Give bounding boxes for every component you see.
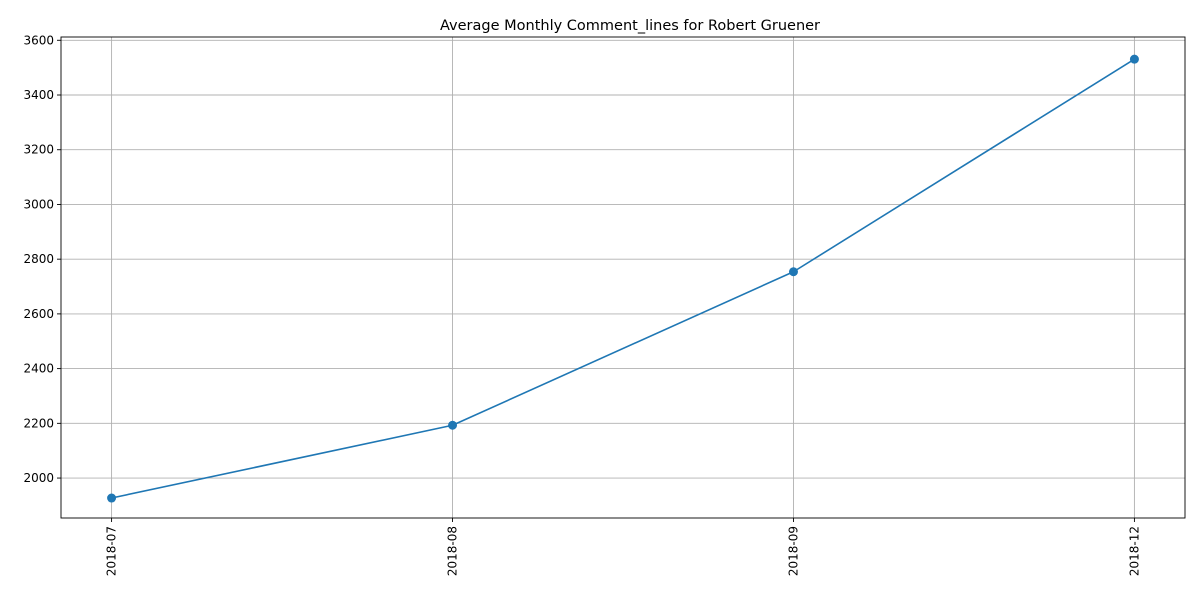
y-tick-label: 3000 [23, 197, 54, 211]
y-tick-label: 3200 [23, 143, 54, 157]
x-tick-label: 2018-08 [446, 526, 460, 576]
x-tick-label: 2018-09 [786, 526, 800, 576]
data-series [107, 54, 1139, 503]
y-tick-label: 2800 [23, 252, 54, 266]
y-tick-label: 2200 [23, 416, 54, 430]
data-point-marker [1129, 54, 1139, 64]
y-tick-label: 2600 [23, 307, 54, 321]
chart-title: Average Monthly Comment_lines for Robert… [440, 18, 820, 34]
x-tick-label: 2018-12 [1127, 526, 1141, 576]
x-tick-label: 2018-07 [105, 526, 119, 576]
y-tick-label: 2000 [23, 471, 54, 485]
series-line [111, 58, 1135, 499]
x-axis: 2018-07 2018-08 2018-09 2018-12 [105, 518, 1141, 576]
data-point-marker [448, 420, 458, 430]
y-tick-label: 2400 [23, 362, 54, 376]
data-point-marker [788, 267, 798, 277]
data-point-marker [107, 493, 117, 503]
y-tick-label: 3400 [23, 88, 54, 102]
grid-lines [61, 37, 1185, 518]
y-axis: 2000 2200 2400 2600 2800 3000 3200 3400 3600 [23, 33, 61, 485]
y-tick-label: 3600 [23, 33, 54, 47]
plot-area-frame [60, 36, 1186, 519]
